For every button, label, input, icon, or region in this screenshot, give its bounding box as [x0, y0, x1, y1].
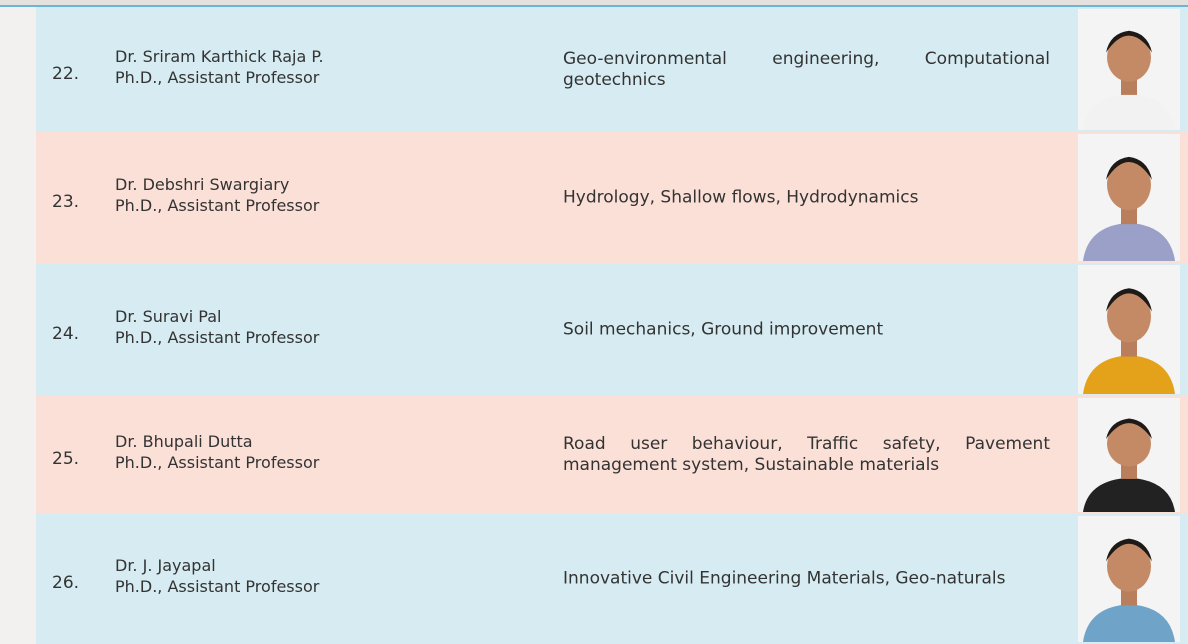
faculty-photo — [1078, 516, 1180, 642]
faculty-info: Dr. Sriram Karthick Raja P. Ph.D., Assist… — [115, 46, 324, 88]
research-areas: Road user behaviour, Traffic safety, Pav… — [563, 434, 1050, 475]
faculty-table: 22. Dr. Sriram Karthick Raja P. Ph.D., Ass… — [36, 7, 1188, 644]
research-areas: Hydrology, Shallow flows, Hydrodynamics — [563, 187, 919, 207]
faculty-name: Dr. Suravi Pal — [115, 306, 222, 326]
faculty-designation: Ph.D., Assistant Professor — [115, 327, 320, 347]
faculty-photo — [1078, 265, 1180, 394]
research-areas: Innovative Civil Engineering Materials, … — [563, 568, 1006, 589]
row-number: 26. — [52, 573, 80, 593]
table-row: 25. Dr. Bhupali Dutta Ph.D., Assistant Pro… — [36, 396, 1188, 514]
row-number: 22. — [52, 63, 80, 84]
faculty-photo — [1078, 134, 1180, 261]
faculty-info: Dr. J. Jayapal Ph.D., Assistant Professor — [115, 555, 319, 597]
faculty-info: Dr. Suravi Pal Ph.D., Assistant Professor — [115, 306, 319, 348]
faculty-photo — [1078, 9, 1180, 130]
table-row: 23. Dr. Debshri Swargiary Ph.D., Assistant… — [36, 132, 1188, 263]
row-number: 24. — [52, 323, 80, 344]
faculty-name: Dr. J. Jayapal — [115, 556, 216, 575]
faculty-name: Dr. Sriram Karthick Raja P. — [115, 46, 324, 66]
faculty-photo — [1078, 398, 1180, 512]
faculty-info: Dr. Debshri Swargiary Ph.D., Assistant Pr… — [115, 174, 319, 216]
faculty-designation: Ph.D., Assistant Professor — [115, 67, 320, 87]
row-number: 23. — [52, 191, 80, 212]
research-areas: Soil mechanics, Ground improvement — [563, 319, 884, 339]
faculty-designation: Ph.D., Assistant Professor — [115, 195, 320, 215]
row-number: 25. — [52, 449, 80, 469]
header-strip — [0, 0, 1188, 7]
faculty-info: Dr. Bhupali Dutta Ph.D., Assistant Profes… — [115, 431, 319, 473]
research-areas: Geo-environmental engineering, Computati… — [563, 48, 1050, 90]
table-row: 22. Dr. Sriram Karthick Raja P. Ph.D., Ass… — [36, 7, 1188, 132]
faculty-designation: Ph.D., Assistant Professor — [115, 577, 320, 596]
table-row: 24. Dr. Suravi Pal Ph.D., Assistant Profes… — [36, 263, 1188, 396]
faculty-name: Dr. Bhupali Dutta — [115, 432, 253, 451]
table-row: 26. Dr. J. Jayapal Ph.D., Assistant Profes… — [36, 514, 1188, 644]
faculty-name: Dr. Debshri Swargiary — [115, 174, 290, 194]
faculty-designation: Ph.D., Assistant Professor — [115, 453, 320, 472]
